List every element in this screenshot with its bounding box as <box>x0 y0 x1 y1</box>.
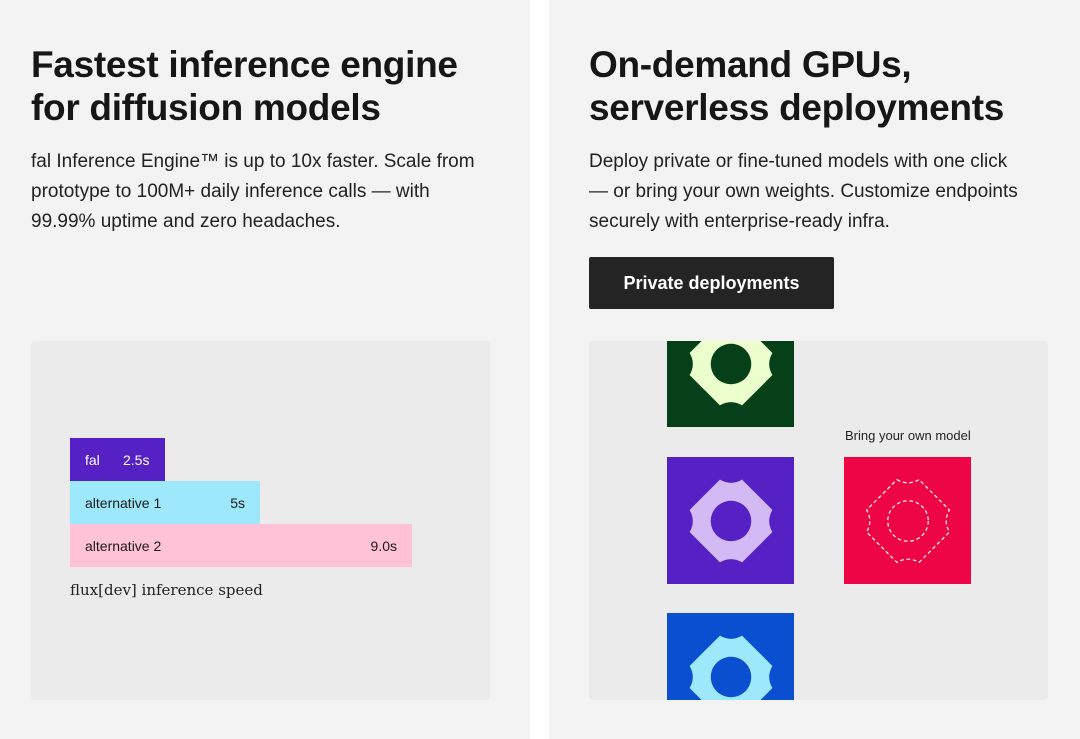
alternative-1-bar: alternative 1 5s <box>70 481 260 524</box>
gpu-deployments-title: On-demand GPUs, serverless deployments <box>589 44 1005 128</box>
inference-engine-description: fal Inference Engine™ is up to 10x faste… <box>31 151 475 232</box>
gpu-deployments-description: Deploy private or fine-tuned models with… <box>589 151 1018 232</box>
bar-value-label: 2.5s <box>123 451 150 468</box>
inference-speed-chart: fal 2.5s alternative 1 5s alternative 2 9.0s … <box>31 341 490 700</box>
fal-bar: fal 2.5s <box>70 438 165 481</box>
inference-engine-card: Fastest inference engine for diffusion m… <box>0 0 530 739</box>
bar-value-label: 5s <box>230 494 245 511</box>
bring-your-own-model-tile[interactable] <box>844 457 971 584</box>
inference-engine-title: Fastest inference engine for diffusion m… <box>31 44 458 128</box>
bar-category-label: alternative 2 <box>85 537 162 554</box>
alternative-2-bar: alternative 2 9.0s <box>70 524 412 567</box>
model-shape-icon <box>689 341 772 405</box>
bar-value-label: 9.0s <box>370 537 397 554</box>
bar-category-label: fal <box>85 451 100 468</box>
model-shape-icon <box>689 635 772 700</box>
bar-category-label: alternative 1 <box>85 494 162 511</box>
private-deployments-button[interactable]: Private deployments <box>589 257 834 309</box>
gpu-deployments-card: On-demand GPUs, serverless deployments D… <box>549 0 1080 739</box>
blue-model-tile <box>667 613 794 700</box>
dashed-model-outline-icon <box>865 478 950 563</box>
green-model-tile <box>667 341 794 427</box>
purple-model-tile <box>667 457 794 584</box>
model-shape-icon <box>689 479 772 562</box>
model-tiles-panel: Bring your own model <box>589 341 1048 700</box>
chart-caption: flux[dev] inference speed <box>70 581 263 599</box>
bring-your-own-model-label: Bring your own model <box>845 428 971 443</box>
